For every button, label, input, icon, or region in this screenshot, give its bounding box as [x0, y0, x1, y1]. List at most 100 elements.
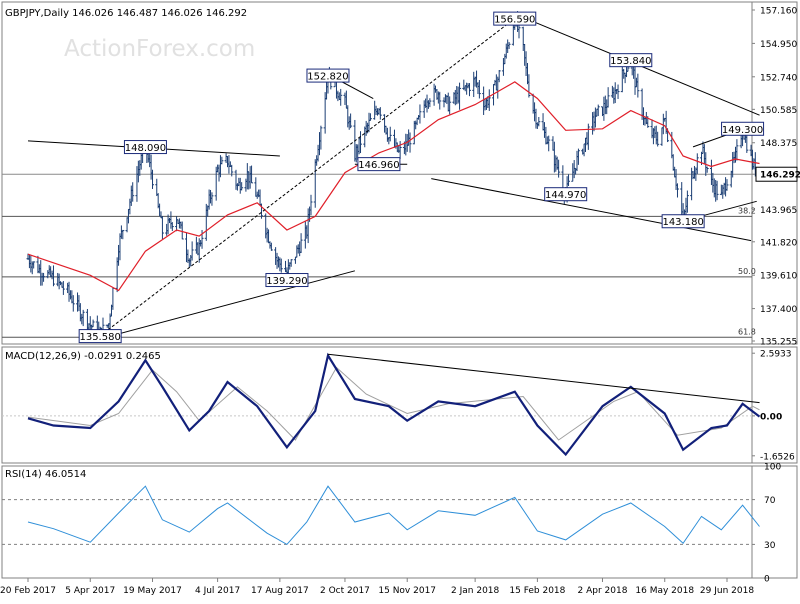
price-bar — [220, 156, 224, 165]
price-bar — [408, 132, 412, 153]
annotation-box — [265, 273, 309, 288]
price-tick-label: 154.950 — [760, 40, 797, 50]
trendline — [100, 270, 355, 340]
fib-level-label: 38.2 — [738, 206, 756, 215]
price-bar — [160, 216, 164, 239]
price-bar — [438, 91, 442, 110]
price-panel-frame — [1, 1, 798, 345]
rsi-tick-label: 0 — [764, 575, 770, 585]
annotation-label: 135.580 — [79, 332, 120, 343]
price-bar — [675, 183, 679, 198]
price-bar — [299, 233, 303, 254]
price-bar — [71, 295, 75, 312]
price-bar — [557, 159, 561, 178]
price-tick-label: 143.965 — [760, 206, 797, 216]
price-annotation: 149.300 — [721, 121, 765, 136]
price-bar — [339, 88, 343, 106]
macd-tick-label: 2.5933 — [760, 350, 792, 360]
price-bar — [418, 104, 422, 124]
last-price-label: 146.292 — [760, 171, 800, 181]
date-tick-label: 20 Feb 2017 — [0, 586, 56, 596]
annotation-label: 143.180 — [662, 217, 703, 228]
price-annotation: 148.090 — [123, 140, 167, 155]
price-bar — [151, 169, 155, 189]
price-tick-label: 139.610 — [760, 272, 797, 282]
price-tick-label: 141.820 — [760, 238, 797, 248]
price-annotation: 146.960 — [357, 157, 401, 172]
price-bar — [428, 98, 432, 108]
annotation-label: 152.820 — [307, 72, 348, 83]
price-bar — [378, 107, 382, 120]
annotation-label: 153.840 — [610, 56, 651, 67]
annotation-label: 146.960 — [358, 160, 399, 171]
price-bar — [359, 131, 363, 154]
price-annotations: 156.590 153.840 152.820 149.300 148.090 146.9… — [78, 11, 765, 344]
price-bar — [656, 131, 660, 147]
price-bar — [567, 174, 571, 186]
price-bar — [200, 229, 204, 249]
rsi-tick-label: 30 — [764, 541, 776, 551]
price-tick-label: 135.255 — [760, 338, 797, 348]
price-bar — [586, 123, 590, 150]
price-bar — [190, 241, 194, 261]
price-annotation: 144.970 — [544, 187, 588, 202]
price-bar — [606, 87, 610, 108]
annotation-box — [306, 68, 350, 83]
price-bar — [685, 190, 689, 213]
date-tick-label: 29 Jun 2018 — [700, 586, 754, 596]
macd-panel-frame — [1, 346, 798, 464]
price-bar — [507, 42, 511, 49]
price-bar — [121, 229, 125, 240]
annotation-box — [123, 140, 167, 155]
price-bar — [497, 70, 501, 83]
price-bar — [487, 89, 491, 111]
date-tick-label: 17 Aug 2017 — [251, 586, 309, 596]
fib-level-label: 50.0 — [738, 267, 756, 276]
price-bar — [547, 135, 551, 152]
price-bar — [180, 221, 184, 240]
annotation-box — [493, 11, 537, 26]
uptrend-dashed-line — [99, 18, 516, 337]
price-bar — [517, 23, 521, 39]
annotation-label: 149.300 — [722, 125, 763, 136]
price-bar — [576, 148, 580, 165]
price-bar — [269, 242, 273, 251]
price-bar — [289, 259, 293, 267]
macd-trendline — [327, 353, 760, 404]
price-tick-label: 150.585 — [760, 106, 797, 116]
macd-panel: 2.5933 0.00 -1.6526 — [2, 350, 795, 462]
price-annotation: 143.180 — [661, 214, 705, 229]
price-bar — [279, 258, 283, 273]
date-tick-label: 5 Apr 2017 — [65, 586, 115, 596]
price-bar — [705, 166, 709, 173]
rsi-tick-label: 70 — [764, 496, 776, 506]
price-bar — [51, 265, 55, 287]
price-bar — [527, 74, 531, 98]
price-bar — [458, 82, 462, 110]
annotation-box — [357, 157, 401, 172]
annotation-label: 144.970 — [545, 190, 586, 201]
trendline — [431, 178, 752, 242]
rsi-line — [27, 485, 760, 546]
date-tick-label: 15 Nov 2017 — [378, 586, 436, 596]
price-bar — [319, 125, 323, 150]
price-bar — [349, 113, 353, 129]
rsi-panel-frame — [1, 465, 798, 579]
price-bar — [81, 309, 85, 327]
date-tick-label: 16 May 2018 — [635, 586, 694, 596]
price-bar — [735, 139, 739, 161]
price-tick-label: 148.375 — [760, 139, 797, 149]
annotation-label: 139.290 — [266, 276, 307, 287]
price-tick-label: 157.160 — [760, 7, 797, 17]
price-bar — [636, 73, 640, 98]
price-bar — [42, 272, 46, 282]
price-bar — [448, 96, 452, 115]
price-axis: 157.160 154.950 152.740 150.585 148.375 146.2… — [752, 7, 800, 348]
price-bar — [467, 83, 471, 97]
price-bar — [32, 261, 36, 269]
rsi-panel-title: RSI(14) 46.0514 — [5, 469, 86, 480]
price-bar — [131, 182, 135, 202]
date-tick-label: 15 Feb 2018 — [509, 586, 565, 596]
